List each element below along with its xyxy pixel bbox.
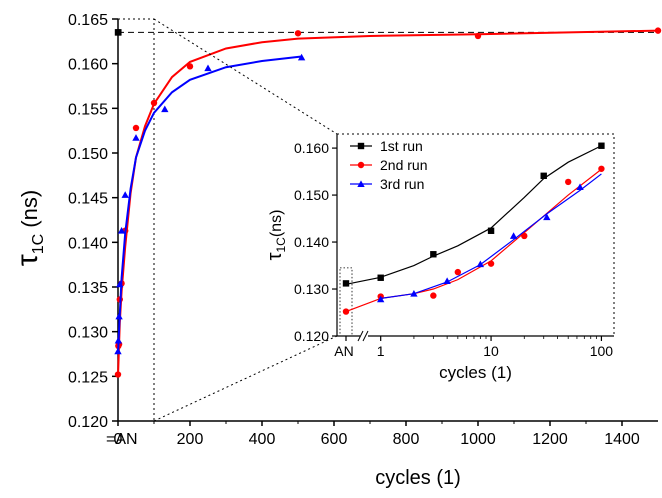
inset-y-tick-label: 0.140 bbox=[294, 234, 329, 250]
inset-x-tick-label: 10 bbox=[483, 343, 499, 359]
inset-data-point bbox=[377, 274, 384, 281]
main-data-point bbox=[474, 32, 482, 40]
main-x-axis-title: cycles (1) bbox=[375, 467, 461, 489]
main-data-point bbox=[114, 371, 122, 378]
legend-marker bbox=[357, 142, 365, 150]
inset-frame bbox=[336, 133, 615, 337]
inset-axis-break-mask bbox=[360, 331, 368, 341]
main-y-title-subscript: 1C bbox=[30, 234, 47, 254]
inset-data-point bbox=[598, 165, 605, 172]
main-series-curve bbox=[117, 29, 659, 377]
inset-data-point bbox=[540, 172, 547, 180]
inset-data-point bbox=[598, 142, 605, 149]
inset-plot: 1 10 100 AN 0.120 0.130 0.140 0.150 0.160 cycles … bbox=[153, 18, 615, 422]
main-y-tick-label: 0.135 bbox=[68, 280, 108, 297]
inset-y-tick-label: 0.150 bbox=[294, 187, 329, 203]
main-data-point bbox=[161, 105, 169, 113]
main-x-tick-label: 600 bbox=[321, 431, 348, 448]
inset-axis-break-mark bbox=[362, 330, 369, 342]
main-data-point bbox=[204, 64, 212, 72]
inset-x-tick-label: 1 bbox=[377, 343, 385, 359]
inset-x-tick-label: 100 bbox=[590, 343, 614, 359]
main-y-title-symbol: τ bbox=[11, 254, 44, 266]
inset-x-axis-title: cycles (1) bbox=[439, 363, 512, 382]
zoom-connector-top bbox=[153, 18, 338, 135]
main-data-point bbox=[294, 30, 302, 37]
legend-marker bbox=[357, 161, 365, 169]
inset-data-point bbox=[377, 295, 385, 303]
main-data-point bbox=[115, 312, 123, 320]
zoom-connector-bottom bbox=[153, 335, 338, 422]
legend-label: 2nd run bbox=[380, 157, 427, 173]
main-y-title-unit: (ns) bbox=[17, 190, 42, 234]
main-y-tick-label: 0.145 bbox=[68, 191, 108, 208]
main-data-point bbox=[132, 134, 140, 141]
main-x-tick-label: 1000 bbox=[460, 431, 496, 448]
main-y-tick-label: 0.140 bbox=[68, 235, 108, 252]
main-data-point bbox=[186, 63, 194, 70]
main-y-tick-label: 0.150 bbox=[68, 146, 108, 163]
inset-y-title-subscript: 1C bbox=[274, 237, 288, 253]
inset-data-point bbox=[576, 183, 584, 191]
legend-marker bbox=[357, 180, 365, 187]
inset-data-point bbox=[430, 292, 437, 299]
legend-label: 1st run bbox=[380, 138, 423, 154]
inset-data-point bbox=[454, 268, 462, 276]
inset-data-point bbox=[509, 232, 518, 239]
inset-data-point bbox=[342, 308, 350, 315]
main-data-point bbox=[121, 191, 129, 198]
inset-data-point bbox=[487, 260, 495, 267]
inset-data-point bbox=[521, 232, 528, 240]
main-data-point bbox=[116, 280, 124, 288]
main-x-tick-label: 1200 bbox=[532, 431, 568, 448]
legend-label: 3rd run bbox=[380, 176, 424, 192]
main-data-point bbox=[150, 99, 158, 107]
main-an-label: =AN bbox=[106, 431, 138, 448]
main-data-point bbox=[117, 227, 126, 234]
main-data-point bbox=[297, 53, 306, 61]
main-data-point bbox=[115, 29, 122, 36]
main-x-tick-label: 0 bbox=[114, 431, 123, 448]
main-data-point bbox=[114, 336, 123, 344]
main-y-axis-title: τ1C (ns) bbox=[11, 190, 47, 266]
inset-y-title-unit: (ns) bbox=[268, 210, 285, 238]
main-y-tick-label: 0.120 bbox=[68, 414, 108, 431]
main-y-tick-label: 0.165 bbox=[68, 12, 108, 29]
inset-an-box bbox=[339, 267, 353, 337]
main-data-point bbox=[654, 27, 662, 34]
inset-axis-break-mark bbox=[357, 330, 364, 342]
inset-data-point bbox=[565, 178, 572, 186]
main-y-tick-label: 0.160 bbox=[68, 57, 108, 74]
main-x-tick-label: 200 bbox=[177, 431, 204, 448]
main-x-tick-label: 800 bbox=[393, 431, 420, 448]
inset-y-tick-label: 0.120 bbox=[294, 328, 329, 344]
inset-series-curve bbox=[380, 173, 602, 300]
main-y-tick-label: 0.125 bbox=[68, 369, 108, 386]
inset-data-point bbox=[543, 213, 551, 221]
zoom-box bbox=[117, 18, 155, 422]
inset-data-point bbox=[430, 251, 437, 258]
inset-data-point bbox=[487, 227, 495, 234]
main-y-tick-label: 0.155 bbox=[68, 101, 108, 118]
main-data-point bbox=[132, 124, 140, 132]
inset-data-point bbox=[443, 277, 451, 284]
inset-series-curve bbox=[345, 145, 602, 285]
main-series-curve bbox=[117, 55, 302, 355]
main-y-tick-label: 0.130 bbox=[68, 325, 108, 342]
inset-an-tick-label: AN bbox=[334, 343, 353, 359]
inset-data-point bbox=[410, 290, 418, 297]
main-x-tick-label: 1400 bbox=[604, 431, 640, 448]
main-x-tick-label: 400 bbox=[249, 431, 276, 448]
inset-y-title-symbol: τ bbox=[264, 252, 286, 260]
main-data-point bbox=[114, 347, 122, 355]
inset-data-point bbox=[476, 260, 485, 268]
inset-y-tick-label: 0.130 bbox=[294, 281, 329, 297]
inset-y-tick-label: 0.160 bbox=[294, 140, 329, 156]
inset-data-point bbox=[342, 280, 350, 287]
main-plot: 0 200 400 600 800 1000 1200 1400 0.120 0.125 0.130… bbox=[11, 12, 662, 489]
inset-y-axis-title: τ1C(ns) bbox=[264, 210, 288, 261]
